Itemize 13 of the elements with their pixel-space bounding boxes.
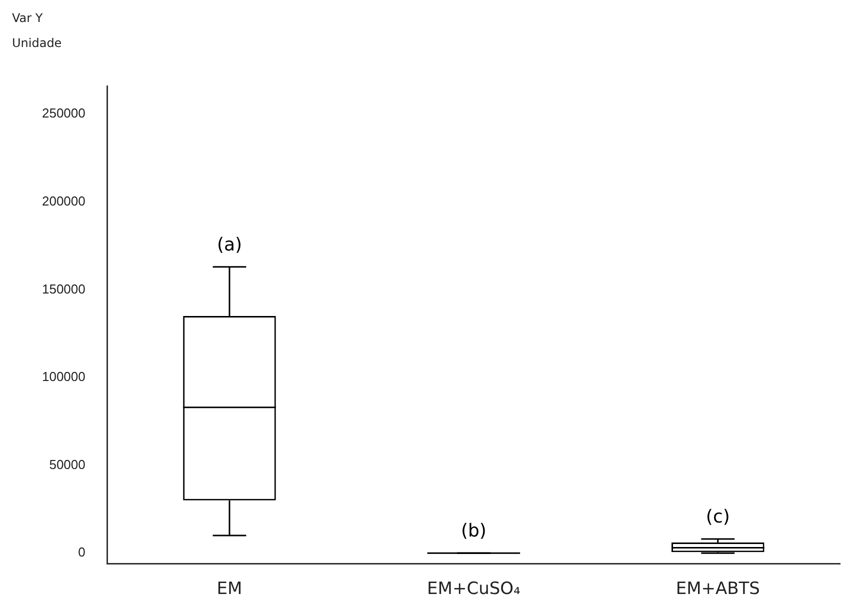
annotation: (c) xyxy=(706,506,730,528)
x-tick-label: EM+CuSO₄ xyxy=(427,579,521,600)
y-tick-label: 250000 xyxy=(42,106,86,121)
y-tick-label: 100000 xyxy=(42,369,86,384)
x-tick-label: EM+ABTS xyxy=(676,579,760,600)
annotation: (b) xyxy=(460,520,486,542)
y-tick-label: 0 xyxy=(78,544,86,560)
y-axis-title: Var Y Unidade xyxy=(12,10,62,52)
annotation: (a) xyxy=(216,234,242,256)
y-tick-label: 50000 xyxy=(49,456,86,472)
y-tick-label: 200000 xyxy=(42,193,86,208)
y-tick-label: 150000 xyxy=(42,281,86,296)
x-tick-label: EM xyxy=(216,579,242,600)
